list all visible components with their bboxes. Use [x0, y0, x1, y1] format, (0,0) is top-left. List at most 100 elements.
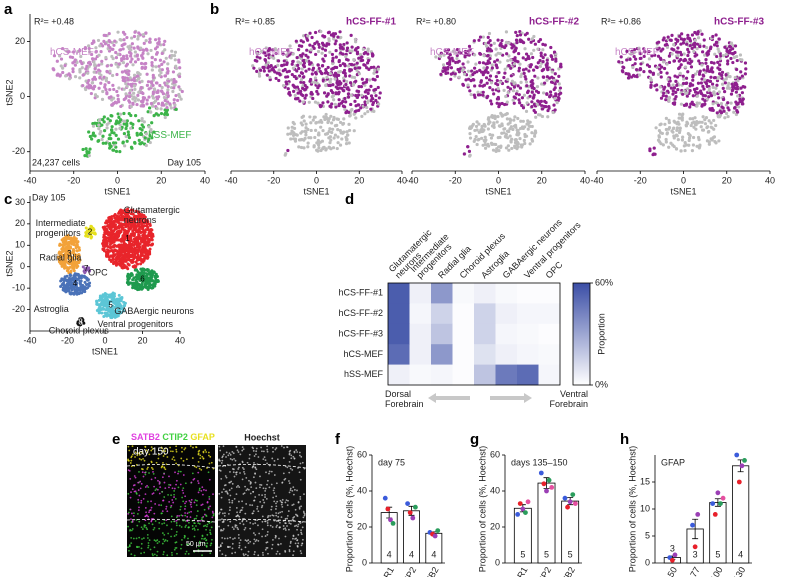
cell-point: [376, 85, 380, 90]
cell-point: [686, 33, 690, 37]
cell: [173, 493, 175, 496]
cell-point: [330, 95, 334, 99]
nucleus: [288, 522, 291, 525]
cell-point: [541, 42, 545, 46]
cell-point: [541, 56, 545, 60]
cell: [212, 514, 215, 517]
cell: [150, 461, 153, 464]
cell-point: [540, 69, 544, 73]
cell: [205, 546, 208, 548]
cell-point: [165, 113, 170, 117]
cell: [148, 453, 151, 456]
nucleus: [259, 500, 262, 503]
nucleus: [266, 445, 269, 448]
nucleus: [238, 466, 240, 469]
cell-point: [551, 110, 555, 115]
cell-point: [672, 59, 677, 63]
cell-point: [88, 147, 92, 151]
nucleus: [295, 524, 298, 527]
cell-point: [329, 77, 333, 81]
cell: [161, 523, 164, 525]
nucleus: [280, 503, 283, 506]
cell: [205, 539, 208, 541]
cell-point: [129, 238, 133, 242]
nucleus: [237, 528, 240, 531]
cell-point: [145, 83, 149, 87]
cell: [171, 499, 174, 501]
cell: [205, 525, 208, 528]
cell-point: [177, 85, 181, 89]
cell-point: [712, 92, 717, 97]
cell: [207, 507, 210, 510]
cell: [137, 481, 140, 484]
cell-point: [293, 93, 297, 98]
cell-point: [324, 68, 328, 72]
cell-point: [152, 114, 156, 118]
cell: [137, 501, 140, 504]
cell-point: [342, 89, 346, 93]
cell-point: [657, 128, 662, 133]
nucleus: [239, 472, 241, 474]
cell-point: [674, 90, 678, 94]
cell: [162, 461, 164, 464]
cell-point: [664, 116, 668, 120]
cell-point: [451, 59, 455, 63]
cell-point: [55, 59, 59, 63]
cell-point: [343, 96, 347, 101]
cell-point: [280, 63, 284, 68]
cell-point: [320, 139, 325, 143]
cell-point: [75, 242, 79, 246]
cell-point: [449, 77, 453, 81]
cell-point: [377, 102, 381, 106]
cell-point: [81, 83, 85, 88]
cell-point: [322, 34, 326, 39]
cell-point: [354, 116, 358, 120]
cell-point: [154, 112, 158, 116]
cell: [168, 486, 170, 489]
cell: [168, 483, 170, 486]
cell: [168, 475, 170, 478]
cell-point: [109, 144, 113, 149]
cell-point: [458, 51, 463, 55]
cell-point: [336, 141, 340, 145]
cell-point: [733, 75, 737, 80]
cell-point: [164, 102, 168, 106]
x-axis-label: tSNE1: [485, 186, 511, 196]
cell-point: [288, 44, 292, 48]
cell-point: [526, 54, 530, 58]
nucleus: [289, 487, 292, 490]
nucleus: [280, 516, 283, 519]
cell-point: [103, 85, 107, 89]
cell: [144, 446, 147, 448]
x-tick-label: 40: [580, 175, 590, 185]
cell-point: [678, 34, 682, 38]
cell: [160, 504, 163, 507]
nucleus: [284, 535, 287, 538]
cell-point: [345, 79, 349, 84]
cell-point: [497, 105, 501, 109]
cell-point: [111, 73, 115, 78]
nucleus: [252, 512, 254, 515]
cell-point: [538, 58, 542, 63]
cell-point: [533, 110, 537, 114]
cell: [149, 548, 152, 551]
cell-point: [468, 153, 472, 157]
cell-point: [309, 48, 313, 52]
nucleus: [257, 524, 259, 527]
cell-point: [330, 130, 334, 135]
cell-point: [102, 33, 106, 37]
cell-point: [723, 81, 727, 85]
cell-point: [690, 149, 695, 153]
cell-point: [169, 106, 173, 110]
cell-point: [509, 66, 513, 70]
cell-point: [499, 42, 503, 46]
cell-point: [58, 54, 62, 58]
nucleus: [293, 525, 296, 528]
cell-point: [648, 149, 652, 153]
cell-point: [314, 72, 318, 76]
cell-point: [258, 68, 263, 72]
cell-point: [496, 51, 500, 55]
cell-point: [160, 51, 164, 56]
cell-point: [665, 132, 669, 136]
cell-point: [117, 233, 121, 237]
